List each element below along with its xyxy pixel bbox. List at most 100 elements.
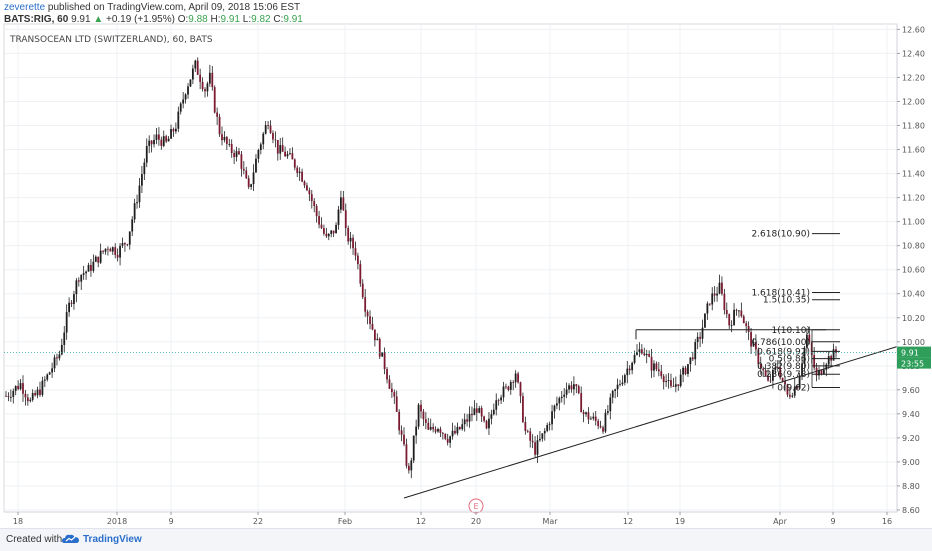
time-tick-label: 18 xyxy=(13,517,23,526)
candle xyxy=(718,274,721,295)
time-axis[interactable]: 18 2018 9 22 Feb 12 20 Mar 12 19 Apr 9 16 xyxy=(4,511,897,526)
created-with-text: Created with xyxy=(6,534,63,545)
candle-body xyxy=(111,247,114,252)
open-label: O: xyxy=(177,14,189,25)
close-value: 9.91 xyxy=(283,14,303,25)
candle-body xyxy=(9,396,12,398)
candle xyxy=(587,407,590,424)
candle xyxy=(818,366,820,380)
candle xyxy=(73,290,75,310)
candle-body xyxy=(320,224,323,229)
close-label: C: xyxy=(273,14,284,25)
candle xyxy=(141,165,143,194)
candle-body xyxy=(194,60,197,69)
candle-body xyxy=(451,430,454,437)
candle xyxy=(738,309,740,318)
candle-body xyxy=(500,397,502,401)
candle-body xyxy=(298,171,301,173)
candle-body xyxy=(813,355,816,368)
candle-body xyxy=(563,394,566,397)
candle-body xyxy=(655,363,658,370)
candle-body xyxy=(126,244,129,246)
candle xyxy=(31,389,34,402)
candle xyxy=(594,410,597,426)
candle-body xyxy=(7,395,10,397)
candle xyxy=(245,166,248,179)
candle xyxy=(446,433,449,446)
candle xyxy=(99,243,102,264)
candle xyxy=(655,361,658,372)
candle xyxy=(315,203,318,223)
candle-body xyxy=(822,369,825,374)
current-price-badge-label: 9.91 xyxy=(901,349,919,358)
candle-body xyxy=(670,380,672,387)
candle-body xyxy=(104,248,107,252)
candle xyxy=(742,314,745,324)
candle-body xyxy=(259,144,262,150)
tradingview-brand-link[interactable]: TradingView xyxy=(83,534,142,545)
candle-body xyxy=(323,228,325,234)
candle xyxy=(5,391,7,397)
candle-body xyxy=(412,435,415,461)
candle-body xyxy=(196,60,199,75)
candle-body xyxy=(497,400,500,402)
candle-body xyxy=(725,309,728,315)
candle-body xyxy=(109,248,112,252)
candle xyxy=(672,377,675,387)
candle-body xyxy=(466,419,469,422)
candle xyxy=(757,347,760,369)
candle-body xyxy=(551,411,553,425)
candle xyxy=(306,182,308,192)
price-tick-label: 11.40 xyxy=(902,170,925,179)
price-tick-label: 10.60 xyxy=(902,266,925,275)
candle xyxy=(512,380,515,391)
candle-body xyxy=(648,353,651,357)
price-chart[interactable]: 2.618(10.90) 1.618(10.41)1.5(10.35) 1(10.1… xyxy=(0,0,932,528)
candle-body xyxy=(798,375,801,389)
candle-body xyxy=(177,111,180,129)
price-axis[interactable]: 12.60 12.40 12.20 12.00 11.80 11.60 11.40 11.20… xyxy=(896,24,932,515)
candle xyxy=(177,106,180,133)
candle-body xyxy=(182,99,185,104)
candle-body xyxy=(386,369,388,380)
candle xyxy=(43,376,46,388)
candle-body xyxy=(136,202,138,204)
candle-body xyxy=(337,209,340,225)
candle-body xyxy=(407,465,410,471)
price-tick-label: 8.60 xyxy=(902,506,920,515)
candle-body xyxy=(594,416,597,421)
candle-body xyxy=(631,362,634,371)
candle xyxy=(723,288,726,315)
candle-body xyxy=(592,416,595,419)
candle xyxy=(420,400,422,419)
candle xyxy=(75,278,78,303)
candle-body xyxy=(366,311,369,317)
candle xyxy=(410,457,413,479)
candle xyxy=(187,83,189,99)
candle xyxy=(480,405,483,423)
candle-body xyxy=(36,389,39,396)
candle-body xyxy=(582,412,585,415)
candle xyxy=(131,216,134,237)
candle-body xyxy=(228,144,231,145)
candle-body xyxy=(784,381,786,385)
candle-body xyxy=(97,256,100,263)
candle-body xyxy=(172,129,175,132)
candle xyxy=(478,405,481,414)
candle xyxy=(82,265,85,280)
candle-body xyxy=(24,393,27,398)
candle xyxy=(204,87,206,98)
candle xyxy=(24,390,27,406)
candle-body xyxy=(269,125,272,133)
author-link[interactable]: zeverette xyxy=(4,2,46,13)
candle xyxy=(752,338,755,347)
candle-body xyxy=(769,380,772,382)
candle-body xyxy=(638,349,641,353)
candle-body xyxy=(313,201,316,207)
candle xyxy=(529,427,532,448)
candle-body xyxy=(286,153,289,157)
candle-body xyxy=(51,368,54,373)
time-tick-label: 12 xyxy=(623,517,633,526)
candle xyxy=(623,373,626,386)
candle-body xyxy=(585,412,587,415)
